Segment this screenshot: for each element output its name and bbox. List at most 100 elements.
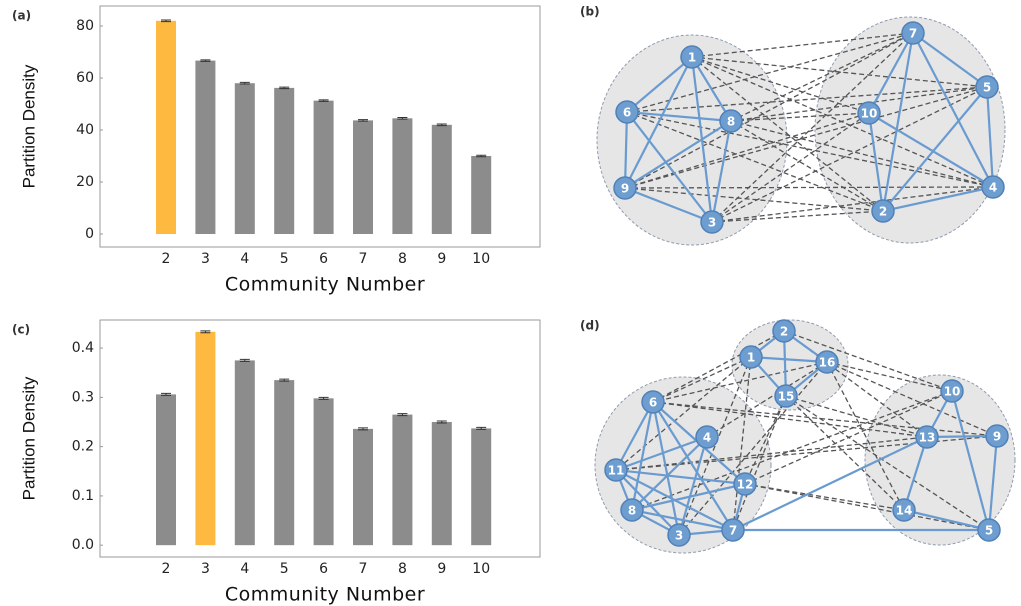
- bar: [234, 360, 255, 546]
- edge: [631, 508, 734, 532]
- edge: [677, 436, 709, 536]
- bar: [471, 156, 492, 235]
- dashed-edge: [615, 436, 928, 471]
- node: [719, 109, 743, 133]
- node-label: 5: [985, 524, 993, 538]
- dashed-edge: [730, 120, 994, 188]
- y-tick-label: 0: [85, 226, 94, 242]
- edge: [651, 401, 681, 536]
- dashed-edge: [691, 56, 884, 212]
- panel-label: (c): [12, 323, 30, 337]
- y-tick-label: 80: [76, 18, 94, 34]
- node: [739, 345, 763, 369]
- node: [901, 21, 925, 45]
- dashed-edge: [732, 356, 752, 531]
- plot-frame: [99, 319, 541, 558]
- x-tick-label: 8: [398, 561, 407, 577]
- y-tick-label: 0.3: [72, 389, 94, 405]
- dashed-edge: [624, 32, 914, 189]
- dashed-edge: [615, 356, 752, 471]
- node-label: 6: [623, 106, 631, 120]
- node: [695, 425, 719, 449]
- bar: [471, 428, 492, 546]
- y-tick-label: 0.1: [72, 488, 94, 504]
- node: [680, 45, 704, 69]
- x-tick-label: 5: [280, 561, 289, 577]
- x-tick-label: 3: [201, 561, 210, 577]
- x-tick-label: 3: [201, 251, 210, 267]
- edge: [615, 401, 654, 471]
- dashed-edge: [624, 186, 994, 189]
- edge: [626, 110, 732, 123]
- dashed-edge: [691, 56, 870, 114]
- edge: [881, 32, 915, 212]
- x-tick-label: 8: [398, 251, 407, 267]
- panel-label: (d): [580, 319, 600, 333]
- dashed-edge: [826, 361, 905, 511]
- error-bar: [397, 413, 408, 417]
- node-label: 13: [919, 431, 936, 445]
- node: [772, 319, 796, 343]
- dashed-edge: [626, 32, 914, 113]
- node: [981, 175, 1005, 199]
- dashed-edge: [826, 361, 953, 392]
- node-label: 6: [649, 396, 657, 410]
- node: [604, 458, 628, 482]
- dashed-edge: [624, 112, 870, 189]
- dashed-edge: [678, 356, 752, 536]
- error-bar: [239, 81, 250, 85]
- dashed-edge: [732, 395, 787, 531]
- panel-label: (a): [12, 9, 31, 23]
- error-bar: [279, 86, 290, 90]
- node: [915, 425, 939, 449]
- x-tick-label: 7: [359, 561, 368, 577]
- y-tick-label: 0.0: [72, 537, 94, 553]
- error-bar: [436, 123, 447, 127]
- bar: [353, 120, 373, 235]
- error-bar: [476, 426, 487, 430]
- node-label: 9: [993, 430, 1001, 444]
- node-label: 15: [778, 390, 795, 404]
- node-label: 7: [729, 524, 737, 538]
- node: [940, 379, 964, 403]
- y-tick-label: 0.2: [72, 439, 94, 455]
- x-tick-label: 5: [280, 251, 289, 267]
- bar: [392, 118, 413, 235]
- bar: [353, 428, 373, 546]
- edge: [868, 32, 914, 114]
- error-bar: [476, 154, 487, 158]
- node-label: 7: [909, 27, 917, 41]
- dashed-edge: [626, 111, 884, 212]
- x-tick-label: 6: [319, 561, 328, 577]
- edge: [903, 508, 990, 532]
- edge: [631, 482, 746, 512]
- node-label: 8: [727, 115, 735, 129]
- bar: [195, 60, 216, 235]
- dashed-edge: [711, 210, 884, 223]
- dashed-edge: [624, 187, 884, 212]
- edge: [652, 401, 734, 531]
- dashed-edge: [631, 390, 953, 511]
- bar: [313, 100, 334, 235]
- dashed-edge: [691, 56, 994, 188]
- edge: [623, 111, 629, 189]
- error-bar: [358, 119, 368, 122]
- dashed-edge: [730, 32, 914, 122]
- x-tick-label: 7: [359, 251, 368, 267]
- node: [975, 75, 999, 99]
- node-label: 10: [861, 107, 878, 121]
- x-tick-label: 6: [319, 251, 328, 267]
- bar: [431, 421, 452, 546]
- node-label: 9: [621, 182, 629, 196]
- edge: [615, 469, 680, 536]
- y-tick-label: 60: [76, 70, 94, 86]
- edge: [902, 436, 929, 511]
- node-label: 2: [879, 205, 887, 219]
- dashed-edge: [711, 186, 994, 223]
- dashed-edge: [744, 390, 953, 485]
- edge: [691, 56, 732, 122]
- node-label: 2: [780, 325, 788, 339]
- y-axis-label: Partition Density: [19, 376, 38, 500]
- bar: [195, 331, 216, 546]
- edge: [882, 86, 988, 212]
